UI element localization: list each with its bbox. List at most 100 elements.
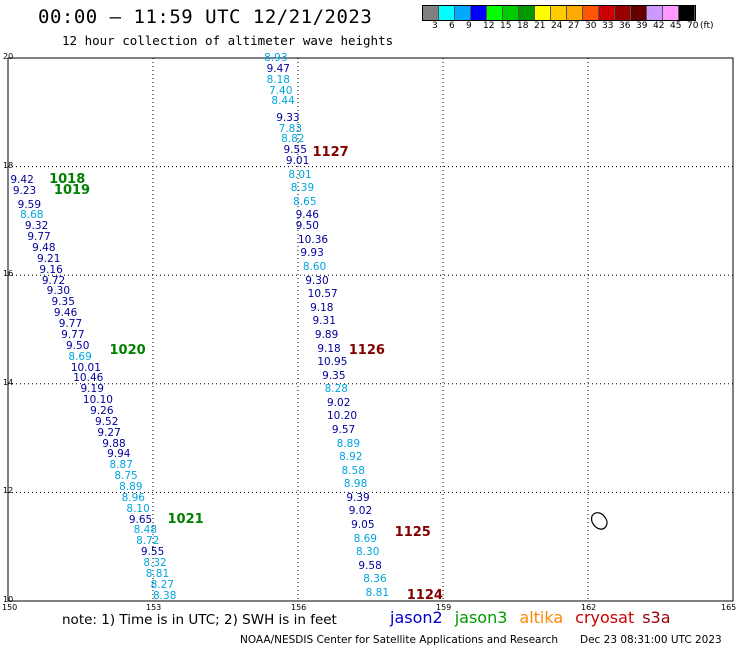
wave-height-value: 9.77 <box>27 231 51 244</box>
wave-height-value: 8.38 <box>153 589 177 602</box>
color-scale-label: 15 <box>500 21 512 31</box>
wave-height-value: 9.58 <box>358 559 382 572</box>
lat-tick-label: 20 <box>3 52 14 61</box>
wave-height-value: 8.58 <box>341 464 365 477</box>
color-scale-label: 3 <box>432 21 438 31</box>
color-scale-label: 24 <box>551 21 563 31</box>
wave-height-value: 8.89 <box>119 480 143 493</box>
color-scale-label: 6 <box>449 21 455 31</box>
wave-height-value: 8.96 <box>121 491 145 504</box>
wave-height-value: 9.72 <box>41 274 66 287</box>
lon-tick-label: 150 <box>2 603 18 612</box>
color-scale-label: 42 <box>653 21 665 31</box>
color-swatch <box>679 6 695 20</box>
generated-timestamp: Dec 23 08:31:00 UTC 2023 <box>580 634 722 646</box>
island-outline <box>590 512 608 530</box>
wave-height-value: 9.05 <box>351 518 375 531</box>
wave-height-value: 9.77 <box>61 328 85 341</box>
wave-height-value: 9.50 <box>295 220 319 233</box>
wave-height-value: 9.59 <box>17 198 42 211</box>
wave-height-value: 9.47 <box>266 62 290 75</box>
wave-height-value: 9.33 <box>276 111 300 124</box>
wave-height-value: 8.92 <box>339 451 363 464</box>
color-swatch <box>487 6 503 20</box>
wave-height-value: 9.32 <box>24 220 49 233</box>
wave-height-value: 8.27 <box>150 578 174 591</box>
satellite-legend-altika: altika <box>519 608 564 627</box>
wave-height-value: 9.94 <box>107 448 131 461</box>
wave-height-value: 9.42 <box>10 174 34 187</box>
wave-height-value: 9.65 <box>128 513 153 526</box>
pass-id-label: 1021 <box>167 511 204 527</box>
color-scale-label: 45 <box>670 21 682 31</box>
color-scale-label: 12 <box>483 21 495 31</box>
color-scale-label: 30 <box>585 21 597 31</box>
wave-height-value: 8.69 <box>68 350 92 363</box>
wave-height-value: 9.55 <box>283 144 307 157</box>
wave-height-value: 9.39 <box>346 491 370 504</box>
satellite-legend-jason2: jason2 <box>390 608 443 627</box>
wave-height-value: 8.65 <box>293 195 317 208</box>
satellite-legend-jason3: jason3 <box>454 608 508 627</box>
pass-id-label: 1018 <box>49 172 86 188</box>
color-swatch <box>519 6 535 20</box>
wave-height-value: 9.88 <box>102 437 126 450</box>
wave-height-value: 8.30 <box>356 546 380 559</box>
lon-tick-label: 165 <box>721 603 737 612</box>
wave-height-value: 9.21 <box>37 252 61 265</box>
wave-height-value: 10.10 <box>82 394 113 407</box>
color-swatch <box>615 6 631 20</box>
wave-height-value: 9.57 <box>331 423 356 436</box>
pass-id-label: 1020 <box>109 343 146 359</box>
wave-height-value: 7.40 <box>269 84 293 97</box>
wave-height-value: 9.26 <box>90 404 114 417</box>
wave-height-value: 8.44 <box>271 95 295 108</box>
color-swatch <box>631 6 647 20</box>
wave-height-value: 9.89 <box>314 328 339 341</box>
color-swatch <box>455 6 471 20</box>
wave-height-value: 8.60 <box>302 261 327 274</box>
wave-height-value: 8.36 <box>363 573 387 586</box>
pass-id-label: 1126 <box>348 343 385 359</box>
color-swatch <box>471 6 487 20</box>
pass-id-label: 1019 <box>53 183 91 199</box>
wave-height-value: 8.39 <box>290 182 315 195</box>
wave-height-value: 8.68 <box>20 209 44 222</box>
wave-height-value: 9.16 <box>39 263 63 276</box>
wave-height-value: 10.57 <box>307 288 338 301</box>
wave-height-value: 8.01 <box>288 168 312 181</box>
wave-height-value: 9.19 <box>80 383 104 396</box>
wave-height-value: 9.46 <box>295 209 319 222</box>
color-swatch <box>583 6 599 20</box>
wave-height-value: 8.75 <box>114 470 138 483</box>
lat-tick-label: 10 <box>3 595 14 604</box>
credit-text: NOAA/NESDIS Center for Satellite Applica… <box>240 634 558 646</box>
wave-height-value: 8.81 <box>365 586 390 599</box>
pass-id-label: 1125 <box>394 525 431 541</box>
wave-height-value: 10.01 <box>70 361 101 374</box>
wave-height-value: 8.93 <box>264 52 288 64</box>
wave-height-value: 8.69 <box>353 532 377 545</box>
wave-height-value: 9.02 <box>348 505 373 518</box>
wave-height-value: 8.28 <box>324 383 348 396</box>
page-title: 00:00 – 11:59 UTC 12/21/2023 <box>38 6 373 28</box>
wave-height-value: 10.36 <box>298 233 329 246</box>
wave-height-value: 8.81 <box>145 567 170 580</box>
lon-tick-label: 156 <box>291 603 307 612</box>
color-scale-label: 18 <box>517 21 529 31</box>
color-scale-label: 27 <box>568 21 580 31</box>
lon-tick-label: 162 <box>581 603 597 612</box>
wave-height-value: 10.46 <box>73 372 104 385</box>
wave-height-value: 8.87 <box>109 459 133 472</box>
color-swatch <box>599 6 615 20</box>
wave-height-value: 10.95 <box>317 356 348 369</box>
wave-height-value: 9.18 <box>317 342 341 355</box>
wave-height-value: 9.93 <box>300 247 324 260</box>
wave-height-value: 9.31 <box>312 315 336 328</box>
wave-height-value: 8.48 <box>133 524 158 537</box>
wave-height-value: 8.72 <box>136 535 160 548</box>
wave-height-value: 9.30 <box>46 285 71 298</box>
wave-height-value: 8.32 <box>143 556 167 569</box>
wave-height-value: 9.30 <box>305 274 329 287</box>
